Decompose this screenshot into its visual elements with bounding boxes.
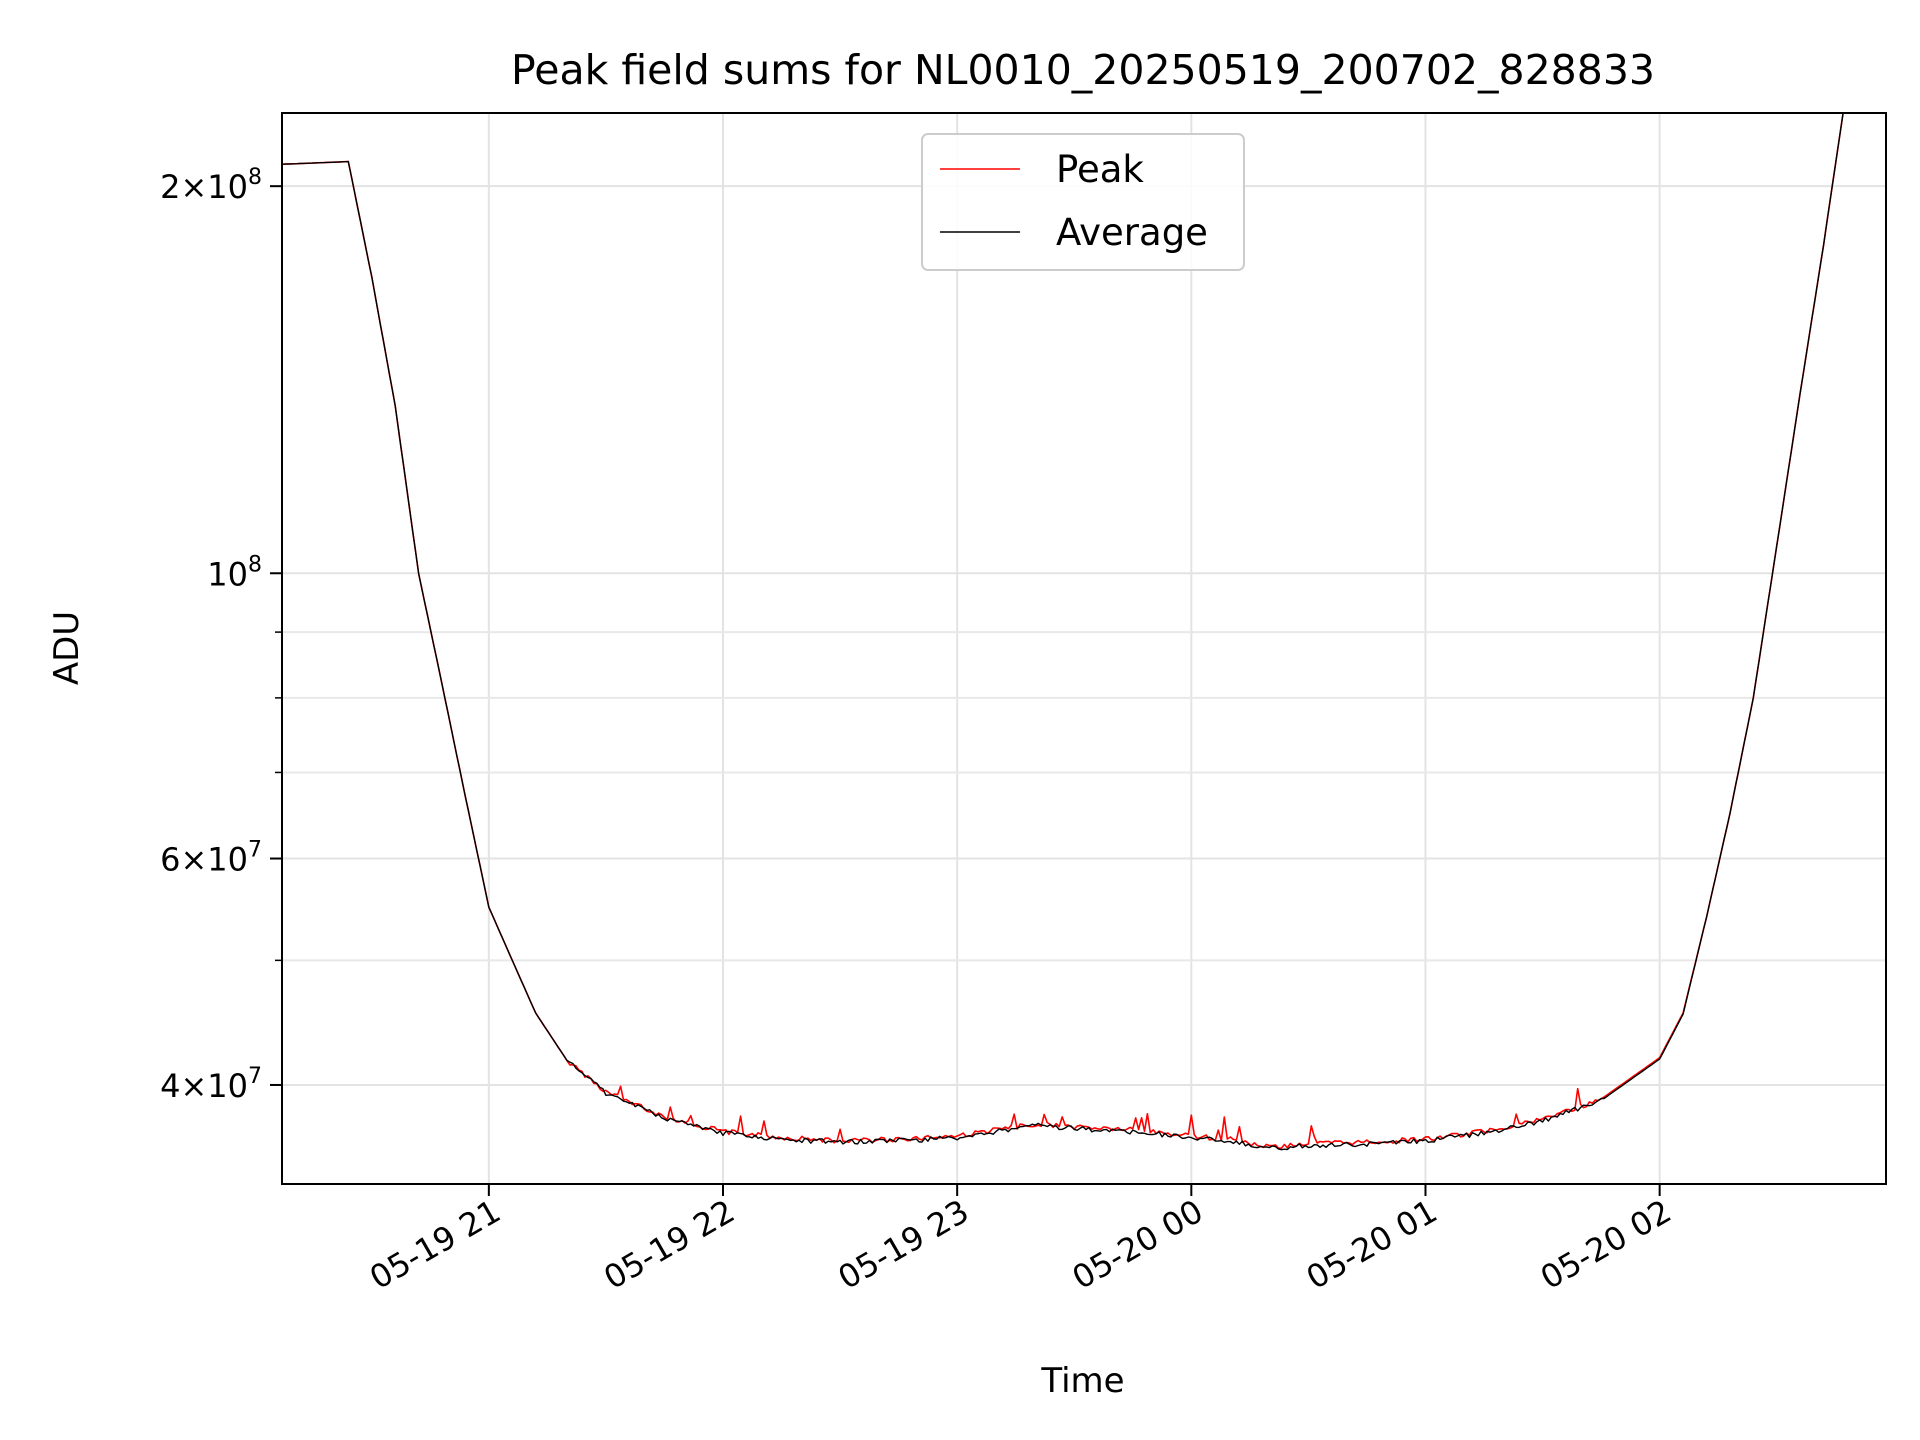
y-tick-label: 108 bbox=[207, 552, 262, 593]
y-axis-label: ADU bbox=[47, 611, 87, 685]
legend-label-peak: Peak bbox=[1056, 148, 1144, 191]
plot-area-frame bbox=[281, 112, 1887, 1185]
y-tick-label: 2×108 bbox=[160, 165, 262, 206]
x-axis-label: Time bbox=[1040, 1361, 1124, 1401]
grid-lines bbox=[282, 113, 1886, 1184]
legend-frame bbox=[921, 133, 1245, 271]
series-lines bbox=[282, 113, 1844, 1151]
legend-label-average: Average bbox=[1056, 211, 1208, 254]
legend: Peak Average bbox=[921, 133, 1245, 271]
chart-title: Peak field sums for NL0010_20250519_2007… bbox=[511, 46, 1655, 94]
y-tick-label: 4×107 bbox=[160, 1064, 262, 1105]
series-line-average bbox=[282, 113, 1844, 1151]
y-tick-label: 6×107 bbox=[160, 838, 262, 879]
